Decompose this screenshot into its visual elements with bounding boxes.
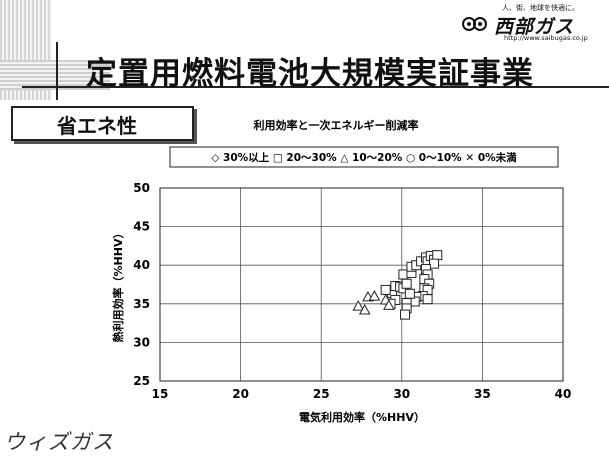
- footer-brand: ウィズガス: [4, 430, 114, 454]
- logo-name: 西部ガス: [494, 16, 575, 38]
- section-label: 省エネ性: [57, 114, 137, 138]
- x-axis-label: 電気利用効率（%HHV）: [299, 410, 425, 424]
- x-tick-label: 30: [393, 387, 410, 401]
- x-tick-label: 35: [474, 387, 491, 401]
- x-tick-label: 25: [313, 387, 330, 401]
- x-tick-label: 20: [232, 387, 249, 401]
- scatter-point-square: [401, 278, 412, 289]
- y-tick-label: 30: [133, 335, 150, 349]
- logo-url: http://www.saibugas.co.jp: [504, 34, 588, 42]
- y-tick-label: 45: [133, 220, 150, 234]
- scatter-point-triangle: [368, 290, 381, 301]
- x-tick-label: 40: [555, 387, 572, 401]
- company-logo: 人、街、地球を快適に。 西部ガス http://www.saibugas.co.…: [452, 2, 609, 46]
- title-rule-horizontal: [22, 86, 609, 88]
- chart-points: [352, 250, 443, 320]
- scatter-point-square: [404, 288, 415, 299]
- chart-title: 利用効率と一次エネルギー削減率: [254, 118, 419, 132]
- title-rule-vertical: [56, 42, 58, 100]
- chart-grid: [160, 188, 563, 381]
- scatter-point-square: [400, 309, 411, 320]
- y-tick-label: 35: [133, 297, 150, 311]
- scatter-point-square: [432, 250, 443, 261]
- legend-box: [169, 146, 559, 168]
- scatter-point-square: [422, 294, 433, 305]
- corner-decoration-band: [0, 60, 110, 90]
- chart-ticks: 15 20 25 30 35 40 25 30 35 40 45 50: [133, 181, 571, 401]
- y-tick-label: 50: [133, 181, 150, 195]
- slide-title: 定置用燃料電池大規模実証事業: [86, 56, 534, 92]
- scatter-point-triangle: [358, 303, 371, 315]
- scatter-point-triangle: [383, 299, 395, 310]
- y-axis-label: 熱利用効率（%HHV）: [111, 228, 125, 343]
- scatter-point-triangle: [352, 300, 365, 311]
- logo-tagline: 人、街、地球を快適に。: [502, 4, 579, 12]
- scatter-point-square: [429, 258, 440, 269]
- section-label-box: 省エネ性: [11, 106, 194, 141]
- scatter-point-square: [380, 284, 391, 295]
- y-tick-label: 25: [133, 374, 150, 388]
- x-tick-label: 15: [152, 387, 169, 401]
- y-tick-label: 40: [133, 258, 150, 272]
- legend-text: ◇ 30%以上 □ 20～30% △ 10～20% ○ 0～10% ✕ 0%未満: [211, 151, 517, 164]
- plot-area: [159, 187, 564, 382]
- saibugas-logo-mark-icon: [462, 17, 487, 31]
